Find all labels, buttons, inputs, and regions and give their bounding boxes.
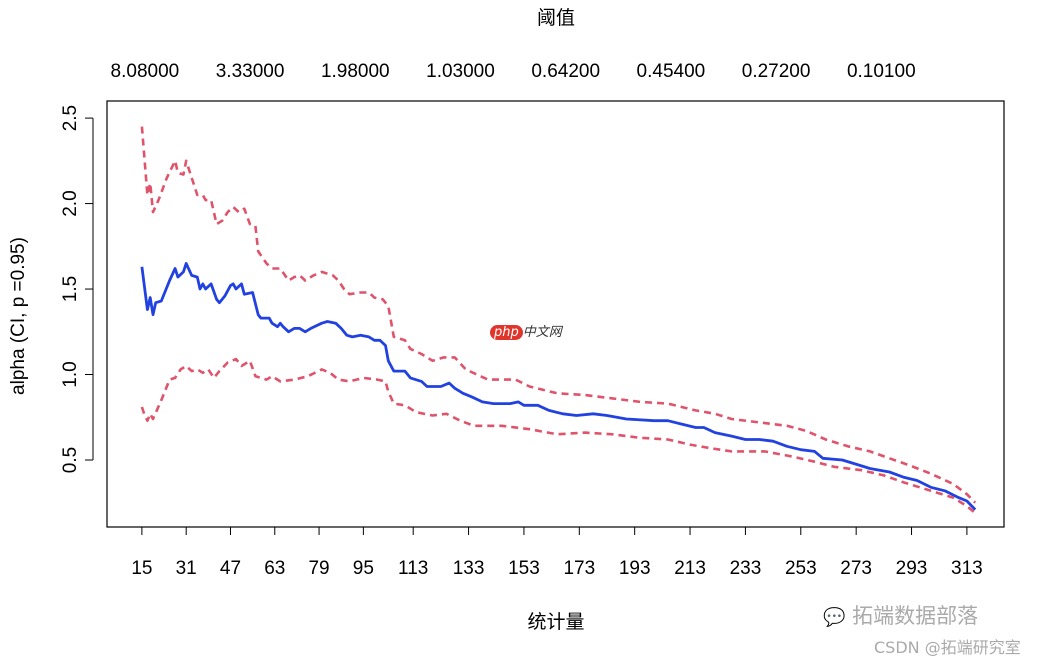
- top-tick-label: 0.64200: [531, 61, 600, 82]
- x-tick-label: 293: [896, 558, 928, 579]
- top-tick-label: 1.98000: [321, 61, 390, 82]
- top-tick-label: 3.33000: [216, 61, 285, 82]
- csdn-credit-watermark: CSDN @拓端研究室: [874, 638, 1021, 657]
- x-tick-label: 153: [508, 558, 540, 579]
- plot-frame: [106, 100, 1005, 528]
- x-tick-label: 193: [619, 558, 651, 579]
- y-tick-label: 1.0: [60, 361, 81, 387]
- top-tick-label: 1.03000: [426, 61, 495, 82]
- brand-text: 拓端数据部落: [852, 604, 979, 628]
- x-tick-label: 113: [398, 558, 428, 579]
- y-tick-label: 0.5: [60, 447, 81, 473]
- x-tick-label: 253: [785, 558, 817, 579]
- php-logo-badge: php: [490, 325, 523, 340]
- x-tick-label: 63: [264, 558, 285, 579]
- top-tick-label: 0.10100: [847, 61, 916, 82]
- x-tick-label: 15: [131, 558, 152, 579]
- y-tick-label: 2.5: [60, 105, 81, 131]
- top-tick-label: 0.27200: [742, 61, 811, 82]
- wechat-brand-watermark: 💬 拓端数据部落: [823, 600, 978, 630]
- x-tick-label: 273: [840, 558, 872, 579]
- wechat-icon: 💬: [823, 607, 846, 628]
- x-tick-label: 133: [453, 558, 485, 579]
- top-axis-title: 阈值: [537, 7, 575, 29]
- top-tick-label: 0.45400: [637, 61, 706, 82]
- upper-ci-line: [140, 126, 977, 504]
- top-tick-label: 8.08000: [111, 61, 180, 82]
- y-tick-label: 1.5: [60, 276, 81, 302]
- x-axis: 15 31 47 63 79 95 113 133 153 173 193 213 233 253 273 2…: [131, 526, 983, 579]
- y-axis: 0.5 1.0 1.5 2.0 2.5: [60, 105, 94, 473]
- php-logo-watermark: php 中文网: [490, 321, 562, 340]
- x-tick-label: 213: [674, 558, 706, 579]
- php-logo-text: 中文网: [522, 325, 562, 340]
- x-tick-label: 233: [730, 558, 762, 579]
- x-tick-label: 31: [176, 558, 197, 579]
- estimate-line: [140, 262, 977, 511]
- x-tick-label: 173: [563, 558, 595, 579]
- x-tick-label: 95: [353, 558, 374, 579]
- x-axis-label: 统计量: [527, 611, 584, 633]
- y-axis-label: alpha (CI, p =0.95): [8, 237, 29, 395]
- x-tick-label: 47: [220, 558, 241, 579]
- x-tick-label: 313: [951, 558, 983, 579]
- lower-ci-line: [140, 357, 977, 514]
- series-lines: [140, 126, 977, 514]
- top-axis: 8.08000 3.33000 1.98000 1.03000 0.64200 0.454…: [111, 61, 916, 82]
- x-tick-label: 79: [308, 558, 329, 579]
- y-tick-label: 2.0: [60, 190, 81, 216]
